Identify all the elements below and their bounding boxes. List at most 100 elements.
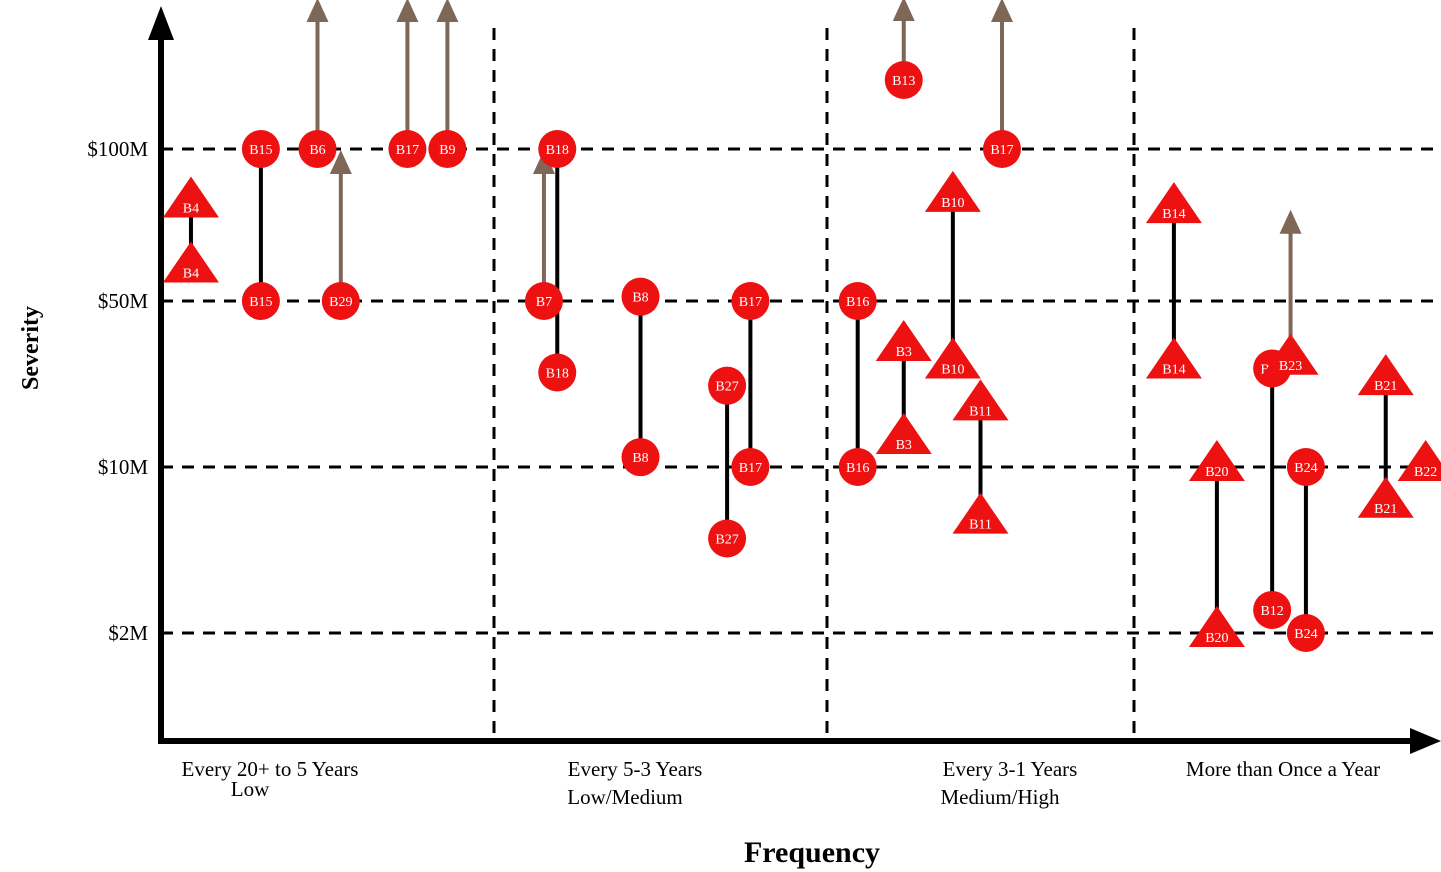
- marker-shape: [731, 282, 770, 320]
- triangle-marker: B20: [1188, 440, 1245, 481]
- triangle-marker: B23: [1262, 333, 1319, 375]
- circle-marker: B9: [428, 130, 467, 168]
- x-category-sublabel: Low: [231, 777, 270, 801]
- marker-shape: [538, 130, 577, 168]
- marker-label: B16: [846, 461, 869, 476]
- marker-shape: [298, 130, 337, 168]
- marker-label: B7: [536, 295, 552, 310]
- marker-shape: [924, 337, 981, 379]
- marker-shape: [982, 130, 1021, 168]
- marker-shape: [1286, 448, 1325, 486]
- x-axis-arrowhead: [1410, 728, 1441, 754]
- marker-shape: [952, 492, 1009, 534]
- range-connectors: [188, 149, 1388, 633]
- marker-label: B27: [715, 380, 738, 395]
- marker-shape: [162, 176, 219, 218]
- marker-label: B4: [183, 201, 199, 216]
- marker-label: B18: [546, 366, 569, 381]
- marker-label: B17: [990, 143, 1013, 158]
- open-ended-arrowhead: [396, 0, 419, 22]
- circle-marker: B24: [1286, 614, 1325, 652]
- circle-marker: B7: [524, 282, 563, 320]
- triangle-marker: B11: [952, 492, 1009, 534]
- marker-label: B3: [896, 345, 912, 360]
- triangle-marker: B20: [1188, 606, 1245, 647]
- y-tick-label: $10M: [98, 455, 149, 479]
- marker-label: B3: [896, 438, 912, 453]
- marker-label: B8: [632, 291, 648, 306]
- marker-shape: [1286, 614, 1325, 652]
- marker-label: B8: [632, 451, 648, 466]
- x-axis-title: Frequency: [744, 836, 880, 869]
- triangle-marker: B11: [952, 379, 1009, 421]
- open-ended-arrowhead: [306, 0, 329, 22]
- marker-label: B24: [1294, 627, 1317, 642]
- marker-shape: [1357, 354, 1414, 396]
- marker-label: B11: [969, 518, 992, 533]
- y-tick-label: $50M: [98, 289, 149, 313]
- triangle-marker: B3: [875, 412, 932, 454]
- x-category-label: Every 5-3 Years: [568, 757, 703, 781]
- open-ended-arrowhead: [990, 0, 1013, 22]
- open-ended-arrows: [306, 0, 1302, 346]
- marker-label: B10: [941, 196, 964, 211]
- open-ended-arrowhead: [1279, 209, 1302, 234]
- x-category-label: Every 3-1 Years: [943, 757, 1078, 781]
- circle-marker: B16: [838, 448, 877, 486]
- triangle-marker: B4: [162, 176, 219, 218]
- marker-shape: [1397, 440, 1441, 481]
- marker-label: B6: [309, 143, 325, 158]
- open-ended-arrowhead: [436, 0, 459, 22]
- circle-marker: B13: [884, 61, 923, 99]
- marker-label: B16: [846, 295, 869, 310]
- marker-shape: [1188, 440, 1245, 481]
- x-category-label: More than Once a Year: [1186, 757, 1380, 781]
- marker-label: B10: [941, 363, 964, 378]
- circle-marker: B17: [982, 130, 1021, 168]
- circle-marker: B8: [621, 277, 660, 316]
- circle-marker: B17: [731, 448, 770, 486]
- circle-marker: B24: [1286, 448, 1325, 486]
- circle-marker: B27: [708, 519, 747, 558]
- marker-label: B20: [1205, 631, 1228, 646]
- marker-shape: [1357, 476, 1414, 518]
- marker-label: B17: [739, 461, 762, 476]
- triangle-marker: B22: [1397, 440, 1441, 481]
- marker-shape: [708, 519, 747, 558]
- marker-label: B11: [969, 404, 992, 419]
- marker-label: B9: [439, 143, 455, 158]
- marker-shape: [1188, 606, 1245, 647]
- marker-label: B17: [396, 143, 419, 158]
- marker-shape: [708, 366, 747, 405]
- axis-labels: Frequency Severity $2M $10M $50M $100M Every…: [18, 137, 1380, 869]
- triangle-marker: B14: [1145, 337, 1202, 379]
- circle-marker: B6: [298, 130, 337, 168]
- triangle-marker: B14: [1145, 182, 1202, 224]
- y-tick-label: $2M: [108, 621, 148, 645]
- circle-marker: B18: [538, 353, 577, 392]
- circle-marker: B16: [838, 282, 877, 320]
- x-category-sublabel: Medium/High: [941, 785, 1060, 809]
- circle-marker: B29: [321, 282, 360, 320]
- marker-label: B22: [1414, 465, 1437, 480]
- marker-label: B29: [329, 295, 352, 310]
- circle-marker: B8: [621, 438, 660, 477]
- gridlines: [161, 28, 1441, 736]
- triangle-marker: B10: [924, 337, 981, 379]
- circle-marker: B15: [241, 130, 280, 168]
- circle-marker: B27: [708, 366, 747, 405]
- marker-shape: [875, 412, 932, 454]
- marker-label: B4: [183, 266, 199, 281]
- marker-label: B13: [892, 74, 915, 89]
- marker-label: B20: [1205, 465, 1228, 480]
- marker-shape: [538, 353, 577, 392]
- marker-label: B15: [249, 143, 272, 158]
- circle-marker: B18: [538, 130, 577, 168]
- circle-marker: B15: [241, 282, 280, 320]
- marker-shape: [1145, 182, 1202, 224]
- open-ended-arrowhead: [329, 150, 352, 174]
- marker-shape: [875, 320, 932, 362]
- marker-shape: [1145, 337, 1202, 379]
- marker-label: B14: [1162, 207, 1185, 222]
- marker-shape: [241, 282, 280, 320]
